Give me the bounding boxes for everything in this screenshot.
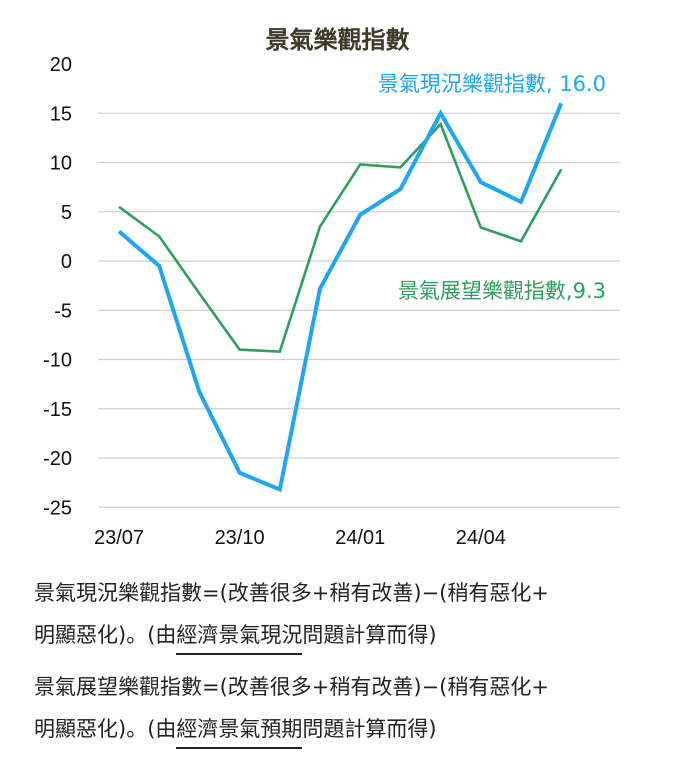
y-tick-label: 20 xyxy=(50,54,72,76)
note-current: 景氣現況樂觀指數=(改善很多+稍有改善)−(稍有惡化+ 明顯惡化)。(由經濟景氣… xyxy=(34,572,549,656)
note-text: 問題計算而得) xyxy=(302,717,437,741)
y-tick-label: -20 xyxy=(43,448,72,470)
note-underlined: 經濟景氣現況 xyxy=(176,623,303,655)
y-tick-label: 0 xyxy=(61,251,72,273)
chart-title: 景氣樂觀指數 xyxy=(265,27,410,54)
y-tick-label: 15 xyxy=(50,103,72,125)
y-tick-label: -5 xyxy=(54,300,72,322)
note-line: 景氣現況樂觀指數=(改善很多+稍有改善)−(稍有惡化+ xyxy=(34,581,549,605)
x-tick-label: 24/01 xyxy=(335,527,385,549)
note-outlook: 景氣展望樂觀指數=(改善很多+稍有改善)−(稍有惡化+ 明顯惡化)。(由經濟景氣… xyxy=(34,666,549,750)
x-tick-label: 23/10 xyxy=(215,527,265,549)
x-tick-label: 24/04 xyxy=(456,527,506,549)
series-line-outlook xyxy=(118,121,563,353)
y-tick-label: -15 xyxy=(43,399,72,421)
note-text: 明顯惡化)。(由 xyxy=(34,623,177,647)
note-text: 問題計算而得) xyxy=(302,623,437,647)
line-chart: 20 15 10 5 0 -5 -10 -15 -20 -25 23/07 23/10 24/01 24/… xyxy=(43,54,620,549)
note-line: 景氣展望樂觀指數=(改善很多+稍有改善)−(稍有惡化+ xyxy=(34,675,549,699)
note-text: 明顯惡化)。(由 xyxy=(34,717,177,741)
series-label-current: 景氣現況樂觀指數, 16.0 xyxy=(378,72,606,96)
series-label-outlook: 景氣展望樂觀指數,9.3 xyxy=(398,279,606,303)
note-line: 明顯惡化)。(由經濟景氣現況問題計算而得) xyxy=(34,614,549,656)
x-tick-label: 23/07 xyxy=(94,527,144,549)
y-tick-label: 10 xyxy=(50,153,72,175)
note-line: 明顯惡化)。(由經濟景氣預期問題計算而得) xyxy=(34,708,549,750)
y-tick-label: -10 xyxy=(43,350,72,372)
note-underlined: 經濟景氣預期 xyxy=(176,717,303,749)
series-line-current xyxy=(117,102,564,493)
y-tick-label: -25 xyxy=(43,497,72,519)
y-tick-label: 5 xyxy=(61,202,72,224)
